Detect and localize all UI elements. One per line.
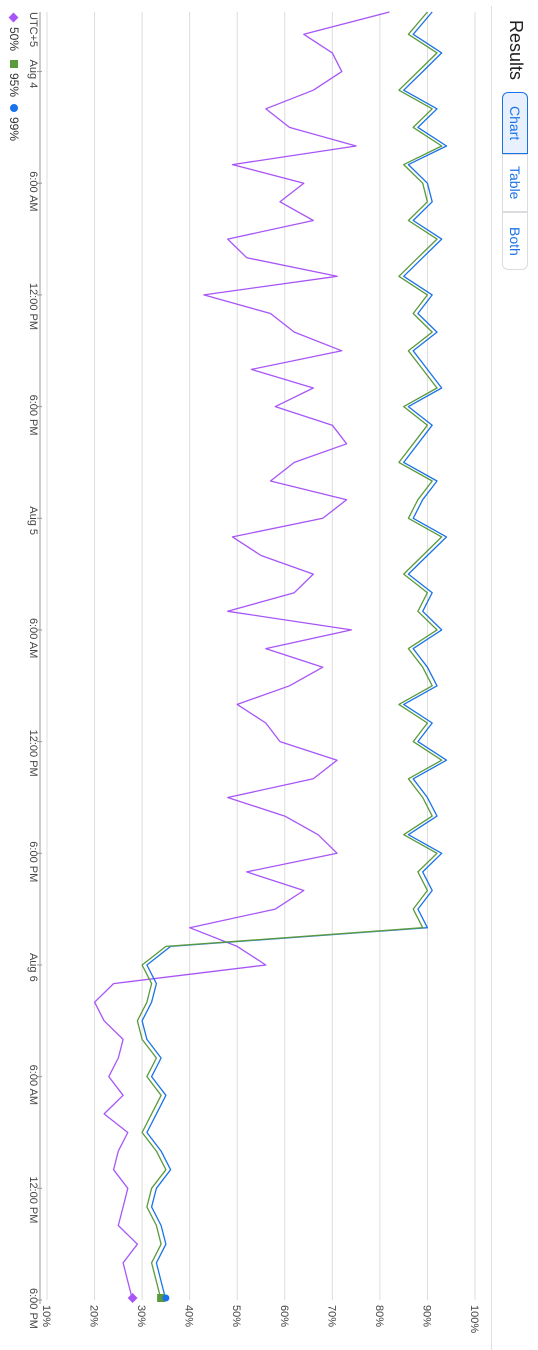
both-view-button[interactable]: Both <box>502 212 528 270</box>
legend-circle-icon <box>10 104 18 112</box>
value-tick-label: 30% <box>135 1305 147 1327</box>
value-tick-label: 90% <box>420 1305 432 1327</box>
legend-label: 50% <box>7 27 21 51</box>
value-tick-label: 40% <box>183 1305 195 1327</box>
series-end-marker <box>127 1293 138 1303</box>
series-end-marker <box>157 1294 166 1302</box>
legend-label: 99% <box>7 117 21 141</box>
chart-view-button[interactable]: Chart <box>502 92 528 154</box>
value-tick-label: 20% <box>88 1305 100 1327</box>
time-tick-label: 6:00 PM <box>27 395 39 436</box>
value-tick-label: 10% <box>40 1305 52 1327</box>
chart: 10% 20% 30% 40% 50% 60% 70% 80% 90% 100% Aug 4 6:00… <box>7 11 480 1333</box>
series-line-95% <box>136 11 443 1301</box>
time-tick-label: 12:00 PM <box>27 1176 39 1223</box>
time-tick-label: Aug 6 <box>27 953 39 982</box>
timezone-label: UTC+5 <box>27 12 39 47</box>
value-tick-label: 60% <box>278 1305 290 1327</box>
value-tick-label: 70% <box>325 1305 337 1327</box>
series-end-marker <box>162 1294 170 1302</box>
time-tick-label: 12:00 PM <box>27 730 39 777</box>
table-view-button[interactable]: Table <box>502 154 528 212</box>
time-tick-label: 6:00 AM <box>27 618 39 658</box>
time-tick-label: Aug 4 <box>27 60 39 89</box>
value-tick-label: 50% <box>230 1305 242 1327</box>
panel-divider <box>491 6 492 1350</box>
legend-diamond-icon <box>8 12 19 23</box>
legend-label: 95% <box>7 73 21 97</box>
series-line-99% <box>141 11 448 1301</box>
time-tick-label: 12:00 PM <box>27 283 39 330</box>
time-tick-label: Aug 5 <box>27 506 39 535</box>
results-title: Results <box>506 20 526 81</box>
time-tick-label: 6:00 PM <box>27 841 39 882</box>
time-tick-label: 6:00 AM <box>27 1065 39 1105</box>
time-tick-label: 6:00 PM <box>27 1288 39 1329</box>
time-tick-label: 6:00 AM <box>27 171 39 211</box>
value-tick-label: 100% <box>468 1305 480 1333</box>
series-line-50% <box>93 11 390 1301</box>
value-tick-label: 80% <box>373 1305 385 1327</box>
view-toggle-group: Chart Table Both <box>502 92 530 270</box>
legend-square-icon <box>10 60 18 68</box>
